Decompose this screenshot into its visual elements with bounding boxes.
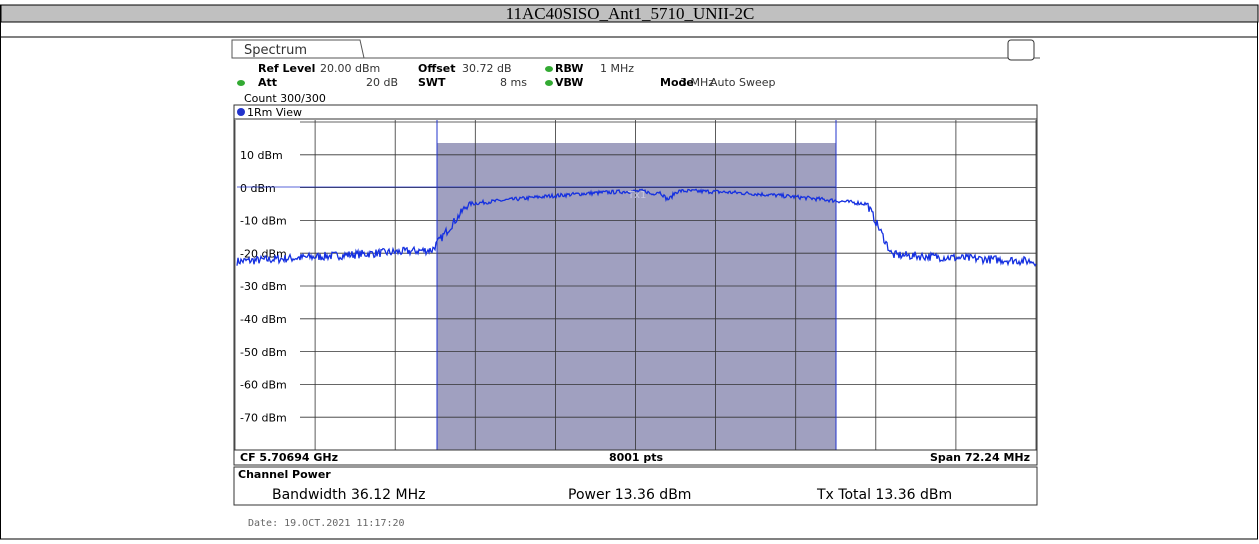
setting-value: 30.72 dB [462, 62, 512, 75]
tab-label: Spectrum [244, 43, 307, 58]
cf: CF 5.70694 GHz [240, 451, 338, 464]
y-label: -70 dBm [240, 411, 287, 424]
setting-label: SWT [418, 76, 446, 89]
tx-total: Tx Total 13.36 dBm [816, 487, 952, 503]
channel-power-box [233, 466, 1038, 506]
icon [1007, 39, 1035, 61]
title: 11AC40SISO_Ant1_5710_UNII-2C [506, 4, 755, 23]
setting-value: 8 ms [500, 76, 527, 89]
setting-label: Mode [660, 76, 694, 89]
y-label: -40 dBm [240, 313, 287, 326]
status-dot [545, 80, 553, 86]
view-dot [237, 108, 245, 116]
pts: 8001 pts [609, 451, 664, 464]
channel-power-title: Channel Power [238, 468, 331, 481]
y-label: 0 dBm [240, 182, 276, 195]
setting-value: Auto Sweep [710, 76, 776, 89]
setting-label: RBW [555, 62, 583, 75]
setting-value: 3 MHz [680, 76, 714, 89]
span: Span 72.24 MHz [930, 451, 1030, 464]
setting-label: VBW [555, 76, 583, 89]
view-label: 1Rm View [247, 106, 302, 119]
y-label: -60 dBm [240, 379, 287, 392]
y-label: -30 dBm [240, 280, 287, 293]
setting-value: 1 MHz [600, 62, 634, 75]
y-label: -50 dBm [240, 346, 287, 359]
header-bar [0, 4, 1259, 23]
y-label: -10 dBm [240, 215, 287, 228]
date: Date: 19.OCT.2021 11:17:20 [248, 518, 405, 529]
status-dot [237, 80, 245, 86]
trace [236, 188, 1037, 267]
bandwidth: Bandwidth 36.12 MHz [272, 487, 425, 503]
power: Power 13.36 dBm [568, 487, 691, 503]
status-dot [545, 66, 553, 72]
setting-label: Offset [418, 62, 456, 75]
marker-label: Tx1 [627, 190, 646, 201]
setting-value: 20 dB [366, 76, 398, 89]
count: Count 300/300 [244, 92, 326, 105]
y-label: 10 dBm [240, 149, 283, 162]
setting-label: Att [258, 76, 277, 89]
setting-label: Ref Level [258, 62, 315, 75]
setting-value: 20.00 dBm [320, 62, 380, 75]
